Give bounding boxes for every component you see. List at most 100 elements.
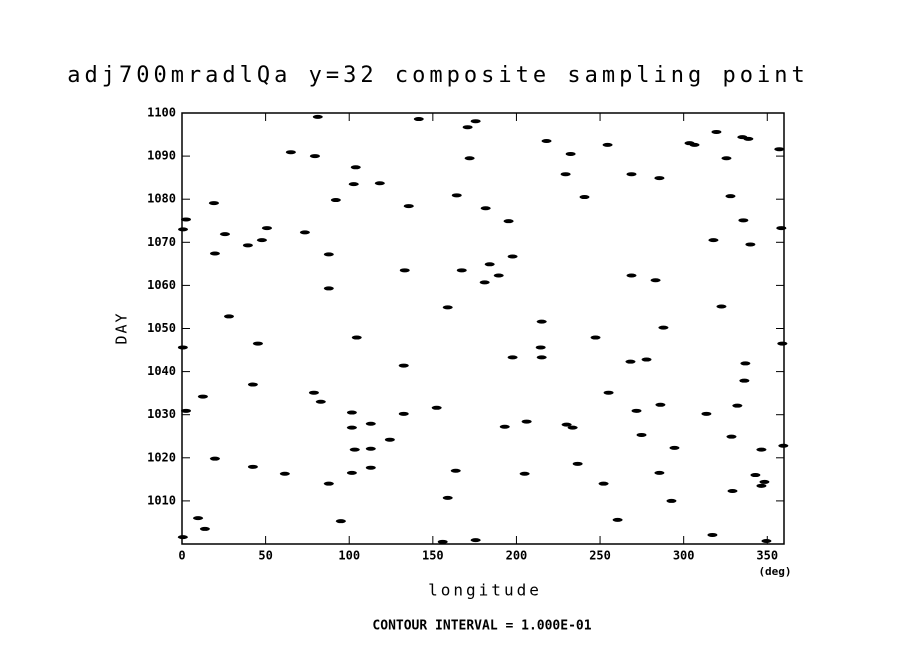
sample-point (631, 408, 642, 413)
sample-point (181, 408, 192, 413)
sample-point (725, 194, 736, 199)
sample-point (777, 341, 788, 346)
sample-point (199, 526, 210, 531)
sample-point (708, 238, 719, 243)
sample-point (732, 403, 743, 408)
sample-point (398, 363, 409, 368)
x-tick-label: 350 (756, 549, 778, 563)
sample-point (209, 456, 220, 461)
sample-point (348, 182, 359, 187)
sample-point (756, 447, 767, 452)
sample-point (721, 156, 732, 161)
sample-point (349, 447, 360, 452)
y-tick-label: 1040 (147, 364, 176, 378)
sample-point (536, 319, 547, 324)
sample-point (456, 268, 467, 273)
sample-point (636, 432, 647, 437)
sample-point (738, 218, 749, 223)
sample-point (413, 117, 424, 122)
sample-point (261, 226, 272, 231)
sample-point (507, 355, 518, 360)
sample-point (507, 254, 518, 259)
sample-point (480, 206, 491, 211)
sample-point (726, 434, 737, 439)
sample-point (666, 498, 677, 503)
sample-point (442, 305, 453, 310)
footer: CONTOUR INTERVAL = 1.000E-01 (372, 619, 591, 634)
sample-point (197, 394, 208, 399)
sample-point (442, 495, 453, 500)
sample-point (603, 390, 614, 395)
sample-point (374, 181, 385, 186)
sample-point (626, 172, 637, 177)
y-tick-label: 1100 (147, 106, 176, 120)
sample-point (493, 273, 504, 278)
sample-point (252, 341, 263, 346)
sample-point (330, 198, 341, 203)
x-tick-label: 300 (673, 549, 695, 563)
sample-point (335, 519, 346, 524)
sample-point (590, 335, 601, 340)
sample-point (750, 473, 761, 478)
sample-point (309, 154, 320, 159)
sample-point (323, 252, 334, 257)
sample-point (470, 119, 481, 124)
x-axis-label: longitude (428, 581, 542, 600)
sample-point (689, 142, 700, 147)
sample-point (365, 446, 376, 451)
sample-point (398, 411, 409, 416)
sample-point (365, 465, 376, 470)
sample-point (450, 468, 461, 473)
sample-point (707, 532, 718, 537)
sample-point (641, 357, 652, 362)
sample-point (384, 437, 395, 442)
sample-point (740, 361, 751, 366)
sample-point (612, 517, 623, 522)
x-tick-label: 250 (589, 549, 611, 563)
sample-point (579, 195, 590, 200)
sample-point (756, 483, 767, 488)
sample-point (323, 286, 334, 291)
sample-point (315, 399, 326, 404)
sample-point (285, 150, 296, 155)
sample-point (470, 538, 481, 543)
sample-point (602, 142, 613, 147)
sample-point (521, 419, 532, 424)
sample-point (346, 410, 357, 415)
plot-frame (181, 112, 785, 545)
sample-point (711, 129, 722, 134)
sample-point (535, 345, 546, 350)
sample-point (743, 136, 754, 141)
sample-point (654, 470, 665, 475)
y-tick-label: 1010 (147, 493, 176, 507)
sample-point (745, 242, 756, 247)
sample-point (484, 262, 495, 267)
sample-point (451, 193, 462, 198)
y-tick-label: 1070 (147, 235, 176, 249)
sample-point (541, 139, 552, 144)
sample-point (209, 251, 220, 256)
sample-point (181, 217, 192, 222)
sample-point (626, 273, 637, 278)
sample-point (350, 165, 361, 170)
sample-point (399, 268, 410, 273)
sample-point (279, 471, 290, 476)
sample-point (727, 488, 738, 493)
y-tick-label: 1080 (147, 192, 176, 206)
sample-point (242, 243, 253, 248)
x-tick-label: 200 (506, 549, 528, 563)
sample-point (654, 176, 665, 181)
y-tick-label: 1030 (147, 407, 176, 421)
y-tick-label: 1090 (147, 149, 176, 163)
sample-point (567, 425, 578, 430)
x-tick-label: 0 (178, 549, 185, 563)
y-tick-label: 1020 (147, 450, 176, 464)
sample-point (759, 479, 770, 484)
sample-point (479, 280, 490, 285)
x-tick-label: 100 (338, 549, 360, 563)
sample-point (650, 278, 661, 283)
sample-point (778, 443, 789, 448)
sample-point (503, 219, 514, 224)
x-tick-label: 150 (422, 549, 444, 563)
